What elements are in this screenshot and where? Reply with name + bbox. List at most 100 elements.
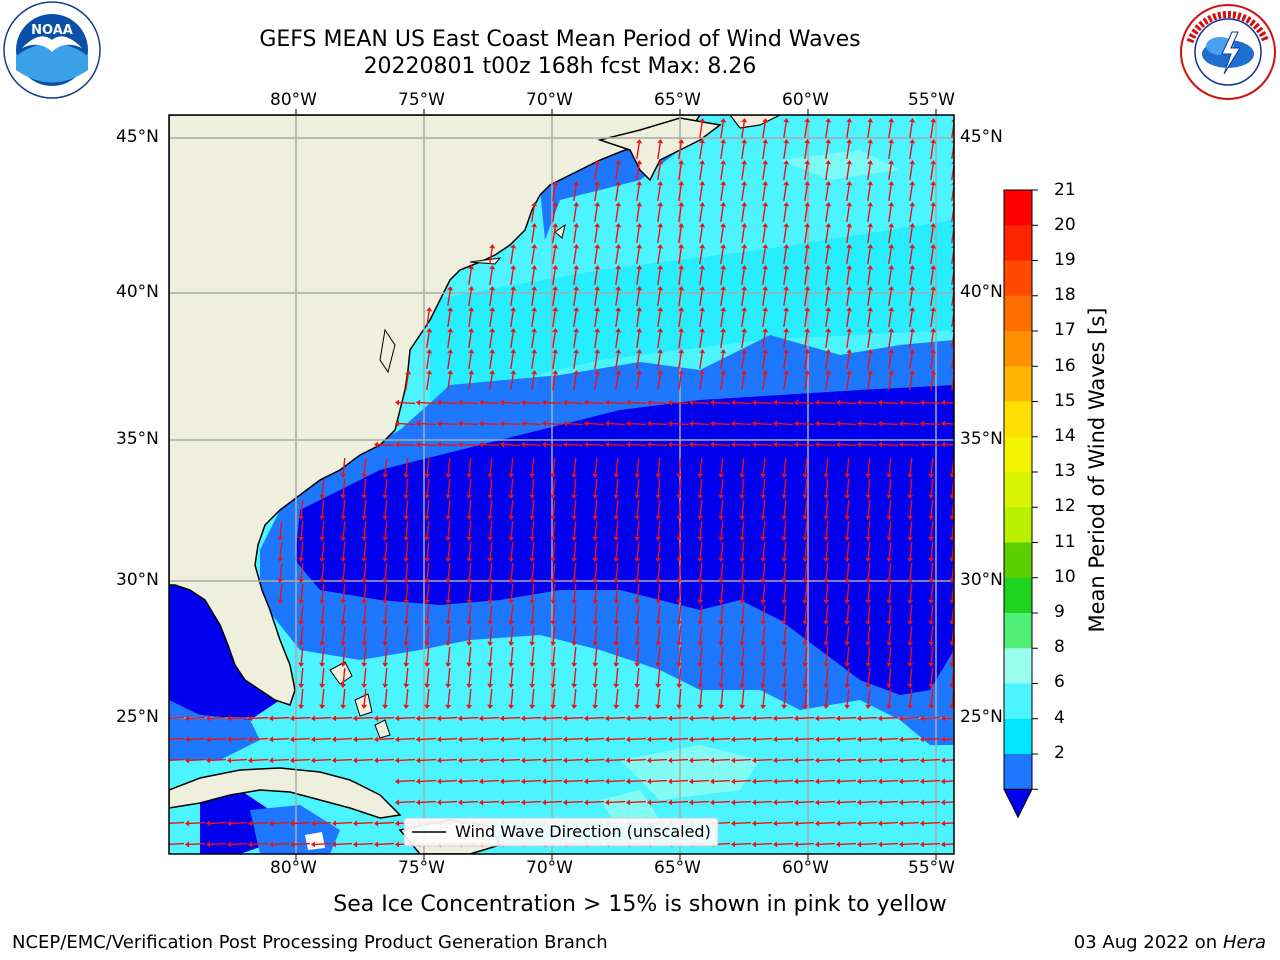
wind-arrow [489,352,493,370]
wind-arrow [657,310,661,328]
wind-arrow-head [815,715,820,722]
wind-arrow-head [531,265,538,270]
wind-arrow [321,562,325,580]
lon-label-top: 55°W [908,90,955,110]
wind-arrow-head [867,139,874,144]
wind-arrow [468,562,472,580]
wind-arrow [867,373,871,391]
wind-arrow-head [899,715,904,722]
wind-arrow [923,779,941,783]
wind-arrow [944,401,954,404]
wind-arrow [510,520,514,538]
colorbar-extend [1003,788,1033,819]
wind-arrow [636,646,640,664]
wind-arrow [489,688,493,706]
wind-arrow-head [720,160,727,165]
wind-arrow-head [857,799,862,806]
wind-arrow-head [529,473,536,478]
wind-arrow-head [865,641,872,646]
wind-arrow [783,562,787,580]
wind-arrow-head [886,599,893,604]
wind-arrow [384,457,388,475]
wind-arrow-head [844,620,851,625]
wind-arrow [384,520,388,538]
wind-arrow-head [676,515,683,520]
wind-arrow-head [930,265,937,270]
wind-arrow-head [762,265,769,270]
wind-arrow [909,499,913,517]
wind-arrow-head [930,181,937,186]
wind-arrow-head [206,820,211,827]
wind-arrow [762,352,766,370]
wind-arrow [377,821,395,825]
wind-arrow-head [447,370,454,375]
wind-arrow [755,716,773,720]
wind-arrow-head [185,820,190,827]
wind-arrow-head [613,494,620,499]
wind-arrow [552,478,556,496]
wind-arrow [825,646,829,664]
wind-arrow-head [395,757,400,764]
wind-arrow [489,562,493,580]
wind-arrow-head [361,599,368,604]
wind-arrow-head [802,641,809,646]
wind-arrow [188,716,206,720]
wind-arrow-head [857,841,862,848]
wind-arrow [398,401,416,405]
wind-arrow-head [382,536,389,541]
wind-arrow-head [573,265,580,270]
wind-arrow [321,478,325,496]
wind-arrow-head [846,202,853,207]
wind-arrow [720,289,724,307]
wind-arrow [944,843,954,846]
wind-arrow-head [521,420,526,427]
wind-arrow [720,457,724,475]
wind-arrow [608,758,626,762]
wind-arrow-head [594,181,601,186]
wind-arrow-head [865,515,872,520]
wind-arrow-head [802,662,809,667]
wind-arrow [209,737,227,741]
wind-arrow [888,121,892,139]
wind-arrow-head [752,778,757,785]
wind-arrow-head [657,307,664,312]
wind-arrow-head [361,494,368,499]
wind-arrow [426,583,430,601]
wind-arrow [804,499,808,517]
wind-arrow-head [886,515,893,520]
wind-arrow [825,688,829,706]
wind-arrow [804,163,808,181]
wind-arrow [888,142,892,160]
wind-arrow [720,331,724,349]
wind-arrow-head [836,799,841,806]
colorbar-tick: 16 [1054,356,1076,376]
wind-arrow [762,184,766,202]
wind-arrow-head [298,515,305,520]
wind-arrow [699,205,703,223]
wind-arrow [678,289,682,307]
wind-arrow [930,583,934,601]
wind-arrow-head [466,704,473,709]
wind-arrow-head [311,715,316,722]
wind-arrow [734,737,752,741]
wind-arrow [657,667,661,685]
wind-arrow-head [949,536,954,541]
wind-arrow [713,716,731,720]
wind-arrow [552,604,556,622]
wind-arrow-head [888,160,895,165]
wind-arrow [804,268,808,286]
wind-arrow-head [825,202,832,207]
wind-arrow-head [573,349,580,354]
wind-arrow [860,422,878,426]
lat-label-left: 35°N [116,429,159,449]
wind-arrow-head [445,473,452,478]
wind-arrow-head [781,704,788,709]
wind-arrow-head [311,757,316,764]
wind-arrow-head [487,683,494,688]
wind-arrow [902,422,920,426]
wind-arrow-head [825,370,832,375]
wind-arrow [657,625,661,643]
wind-arrow [447,457,451,475]
wind-arrow [615,499,619,517]
